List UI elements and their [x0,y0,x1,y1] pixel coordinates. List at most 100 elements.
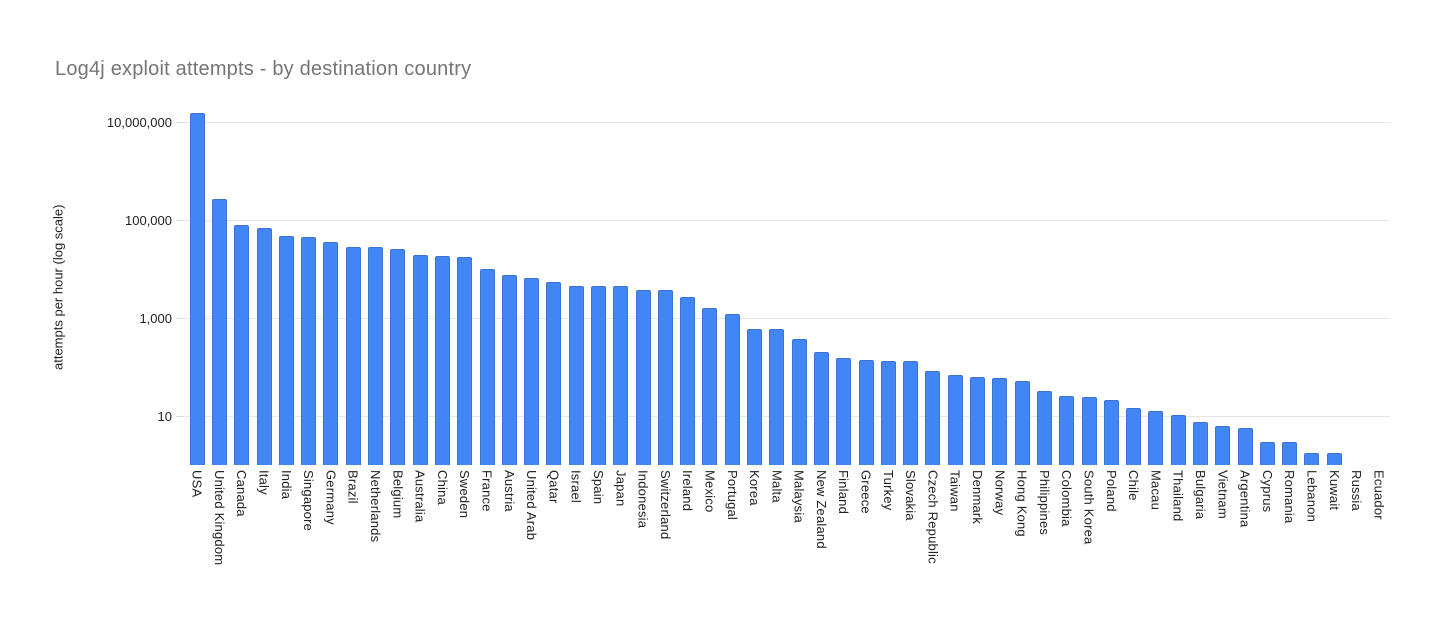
bar-qatar[interactable] [546,281,562,465]
bar-singapore[interactable] [301,237,317,465]
x-tick-label-slot: Sweden [454,470,476,630]
bar-brazil[interactable] [345,247,361,465]
bar-united-kingdom[interactable] [211,198,227,465]
bar-argentina[interactable] [1237,428,1253,465]
x-tick-label-slot: Indonesia [632,470,654,630]
x-tick-label: Kuwait [1326,470,1342,511]
x-tick-label: Vietnam [1215,470,1231,519]
y-tick-mark [176,318,185,319]
bar-mexico[interactable] [702,308,718,465]
x-tick-label-slot: Denmark [966,470,988,630]
x-tick-label-slot: Poland [1100,470,1122,630]
bar-netherlands[interactable] [368,247,384,465]
bar-spain[interactable] [590,285,606,465]
x-tick-label-slot: Hong Kong [1011,470,1033,630]
bar-portugal[interactable] [724,314,740,465]
x-tick-label: Qatar [546,470,562,504]
bar-canada[interactable] [234,224,250,465]
x-tick-label-slot: Greece [855,470,877,630]
x-tick-label-slot: Finland [833,470,855,630]
bar-korea[interactable] [747,328,763,465]
bar-ireland[interactable] [680,296,696,465]
x-tick-label-slot: Cyprus [1256,470,1278,630]
bar-slovakia[interactable] [903,361,919,465]
bar-italy[interactable] [256,227,272,465]
y-tick-label: 10 [157,409,172,424]
bar-indonesia[interactable] [635,290,651,465]
bar-colombia[interactable] [1059,395,1075,465]
bar-taiwan[interactable] [947,374,963,465]
bar-france[interactable] [479,269,495,465]
x-tick-label-slot: Colombia [1056,470,1078,630]
bar-denmark[interactable] [970,377,986,465]
bar-norway[interactable] [992,377,1008,465]
x-tick-label: Spain [590,470,606,505]
x-tick-label-slot: Macau [1145,470,1167,630]
bar-vietnam[interactable] [1215,425,1231,465]
bar-malta[interactable] [769,328,785,465]
bar-south-korea[interactable] [1081,397,1097,465]
bar-usa[interactable] [189,113,205,465]
bar-czech-republic[interactable] [925,371,941,465]
x-tick-label-slot: China [431,470,453,630]
bar-thailand[interactable] [1170,414,1186,465]
x-tick-label: Portugal [724,470,740,521]
bar-hong-kong[interactable] [1014,380,1030,465]
x-tick-label: Thailand [1170,470,1186,522]
x-tick-label: Colombia [1059,470,1075,527]
bar-switzerland[interactable] [657,289,673,465]
x-tick-label-slot: Ireland [677,470,699,630]
bar-australia[interactable] [412,255,428,465]
x-tick-label-slot: France [476,470,498,630]
bar-macau[interactable] [1148,411,1164,465]
bar-greece[interactable] [858,359,874,465]
bar-india[interactable] [278,236,294,465]
x-tick-label: United Kingdom [211,470,227,566]
bar-chile[interactable] [1126,408,1142,465]
x-tick-label: USA [189,470,205,498]
bar-sweden[interactable] [457,257,473,465]
x-tick-label: Japan [613,470,629,507]
x-tick-label: Australia [412,470,428,523]
gridline [186,220,1390,221]
x-tick-label-slot: Mexico [699,470,721,630]
bar-lebanon[interactable] [1304,452,1320,465]
x-tick-label: Malta [769,470,785,503]
bar-philippines[interactable] [1036,390,1052,465]
x-tick-label: Brazil [345,470,361,504]
bar-japan[interactable] [613,285,629,465]
bar-cyprus[interactable] [1259,442,1275,465]
bar-kuwait[interactable] [1326,452,1342,465]
x-tick-label: Argentina [1237,470,1253,528]
bar-bulgaria[interactable] [1192,421,1208,465]
x-tick-label-slot: Malta [766,470,788,630]
y-tick-mark [176,122,185,123]
bar-austria[interactable] [501,275,517,465]
x-tick-label-slot: Lebanon [1301,470,1323,630]
x-tick-label-slot: Philippines [1033,470,1055,630]
bar-malaysia[interactable] [791,338,807,465]
bar-israel[interactable] [568,285,584,465]
x-tick-label: France [479,470,495,512]
x-tick-label-slot: Portugal [721,470,743,630]
bar-romania[interactable] [1282,442,1298,465]
x-tick-label-slot: Austria [498,470,520,630]
bar-china[interactable] [434,255,450,465]
bar-new-zealand[interactable] [813,352,829,465]
x-tick-label: Sweden [457,470,473,519]
x-tick-label-slot: Norway [989,470,1011,630]
x-tick-label: Mexico [702,470,718,513]
x-tick-label-slot: Vietnam [1212,470,1234,630]
bar-united-arab[interactable] [524,278,540,465]
bar-turkey[interactable] [880,361,896,465]
bar-finland[interactable] [836,357,852,465]
x-tick-label-slot: Bulgaria [1189,470,1211,630]
x-tick-label: Switzerland [657,470,673,540]
x-tick-label: Hong Kong [1014,470,1030,537]
bar-poland[interactable] [1103,400,1119,465]
x-tick-label: Italy [256,470,272,495]
x-tick-label-slot: Spain [587,470,609,630]
x-tick-label-slot: Turkey [877,470,899,630]
bar-germany[interactable] [323,242,339,465]
bar-belgium[interactable] [390,248,406,465]
